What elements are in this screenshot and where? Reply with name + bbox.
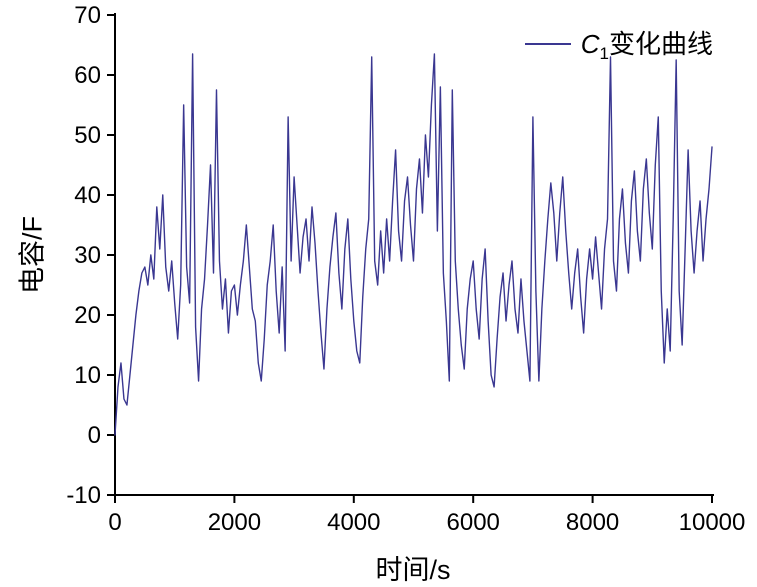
legend-label-text: 变化曲线 (608, 29, 713, 59)
y-tick-label: 50 (74, 122, 101, 149)
x-axis-title: 时间/s (375, 555, 451, 585)
x-tick-label: 0 (108, 509, 121, 536)
y-tick-label: 30 (74, 242, 101, 269)
x-tick-label: 2000 (208, 509, 261, 536)
legend-label-subscript: 1 (599, 44, 609, 64)
y-tick-label: -10 (66, 482, 101, 509)
y-tick-label: 70 (74, 2, 101, 29)
capacitance-series-line (114, 53, 713, 436)
y-tick-label: 20 (74, 302, 101, 329)
legend-label-symbol: C (580, 29, 600, 59)
legend-label: C1变化曲线 (581, 24, 713, 64)
legend: C1变化曲线 (524, 24, 713, 64)
y-tick-label: 40 (74, 182, 101, 209)
y-tick-label: 0 (88, 422, 101, 449)
x-tick-label: 4000 (327, 509, 380, 536)
y-tick-label: 10 (74, 362, 101, 389)
x-tick-label: 6000 (447, 509, 500, 536)
x-tick-label: 10000 (679, 509, 746, 536)
y-tick-label: 60 (74, 62, 101, 89)
legend-line-swatch (524, 43, 571, 46)
x-tick-label: 8000 (566, 509, 619, 536)
y-axis-title: 电容/F (17, 216, 48, 294)
